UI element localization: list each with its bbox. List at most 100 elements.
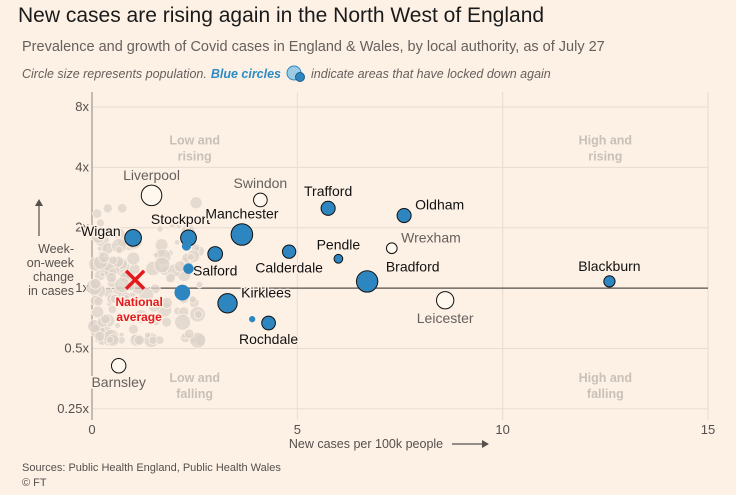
point-label: Rochdale xyxy=(239,331,298,347)
background-point xyxy=(133,334,145,346)
locked-down-point xyxy=(281,244,297,259)
background-point xyxy=(144,331,152,339)
y-axis-label-line: in cases xyxy=(28,284,74,298)
quadrant-label: rising xyxy=(178,149,212,163)
chart-title: New cases are rising again in the North … xyxy=(18,4,545,27)
locked-down-point xyxy=(355,270,379,293)
background-point xyxy=(108,255,118,265)
quadrant-label: High and xyxy=(579,133,632,147)
x-tick-label: 0 xyxy=(88,422,95,437)
point-label: Calderdale xyxy=(255,259,323,275)
x-tick-label: 5 xyxy=(294,422,301,437)
background-point xyxy=(129,313,137,321)
y-axis-label: Week- on-week change in cases xyxy=(14,242,74,298)
locked-down-point xyxy=(181,241,192,251)
highlight-point xyxy=(385,242,398,255)
x-tick-label: 15 xyxy=(701,422,715,437)
point-label: Wrexham xyxy=(401,229,461,245)
background-point xyxy=(117,203,128,214)
point-label: Barnsley xyxy=(91,374,145,390)
y-axis-label-line: on-week xyxy=(26,256,74,270)
background-point xyxy=(93,296,104,307)
background-point xyxy=(165,272,176,284)
y-tick-label: 8x xyxy=(75,99,89,114)
point-label: Kirklees xyxy=(241,284,291,300)
national-average-label: National xyxy=(115,295,162,309)
arrow-right-icon-head xyxy=(482,440,489,448)
background-point xyxy=(109,293,120,304)
caption-blue-text: Blue circles xyxy=(210,67,282,81)
quadrant-label: falling xyxy=(587,387,624,401)
background-point xyxy=(148,335,158,345)
point-label: Bradford xyxy=(386,258,440,274)
locked-down-point xyxy=(230,223,254,246)
quadrant-label: Low and xyxy=(169,133,220,147)
point-label: Blackburn xyxy=(578,258,640,274)
background-point xyxy=(96,218,105,228)
sources-text: Sources: Public Health England, Public H… xyxy=(22,462,281,474)
locked-down-point xyxy=(396,208,412,224)
highlight-point xyxy=(110,358,127,374)
caption-text: Circle size represents population. xyxy=(22,67,207,81)
background-point xyxy=(105,335,115,344)
copyright-text: © FT xyxy=(22,477,47,489)
point-label: Wigan xyxy=(81,223,121,239)
y-tick-label: 1x xyxy=(75,280,89,295)
background-point xyxy=(174,313,191,331)
background-point xyxy=(126,251,141,266)
quadrant-label: High and xyxy=(579,371,632,385)
national-average-label: average xyxy=(116,310,162,324)
background-point xyxy=(128,323,139,335)
background-point xyxy=(173,239,181,246)
x-axis-label: New cases per 100k people xyxy=(289,437,443,451)
point-label: Manchester xyxy=(205,206,278,222)
sources: Sources: Public Health England, Public H… xyxy=(22,461,281,491)
point-label: Oldham xyxy=(415,197,464,213)
background-point xyxy=(122,293,130,302)
locked-down-point xyxy=(174,284,191,301)
blue-circles-legend-icon xyxy=(286,65,306,82)
point-label: Pendle xyxy=(317,236,361,252)
point-label: Liverpool xyxy=(123,167,180,183)
background-point xyxy=(156,225,164,233)
locked-down-point xyxy=(333,253,344,264)
y-tick-label: 0.25x xyxy=(57,401,89,416)
chart-subtitle: Prevalence and growth of Covid cases in … xyxy=(22,39,605,55)
locked-down-point xyxy=(124,229,142,247)
background-point xyxy=(105,272,117,284)
background-point xyxy=(150,316,161,327)
background-point xyxy=(89,277,102,290)
background-point xyxy=(98,251,110,264)
background-point xyxy=(189,196,203,210)
background-point xyxy=(161,316,172,328)
y-axis-label-line: Week- xyxy=(38,242,74,256)
chart-caption: Circle size represents population. Blue … xyxy=(22,65,551,83)
quadrant-label: falling xyxy=(176,387,213,401)
point-label: Trafford xyxy=(304,183,352,199)
national-average-marker xyxy=(124,269,146,291)
background-point xyxy=(91,208,103,219)
background-point xyxy=(115,245,124,254)
x-tick-label: 10 xyxy=(495,422,509,437)
background-point xyxy=(153,256,171,274)
background-point xyxy=(189,331,206,349)
background-point xyxy=(94,330,106,342)
quadrant-label: Low and xyxy=(169,371,220,385)
background-point xyxy=(193,310,203,319)
background-point xyxy=(99,271,106,278)
locked-down-point xyxy=(603,275,616,288)
background-point xyxy=(139,312,151,324)
y-tick-label: 4x xyxy=(75,159,89,174)
background-point xyxy=(152,251,159,258)
background-point xyxy=(195,280,204,289)
y-tick-label: 0.5x xyxy=(64,340,89,355)
locked-down-point xyxy=(217,293,238,314)
point-label: Stockport xyxy=(151,211,210,227)
locked-down-point xyxy=(261,315,276,331)
background-point xyxy=(102,203,113,214)
background-point xyxy=(160,296,173,309)
highlight-point xyxy=(253,192,268,208)
highlight-point xyxy=(140,184,163,207)
background-point xyxy=(168,221,176,229)
